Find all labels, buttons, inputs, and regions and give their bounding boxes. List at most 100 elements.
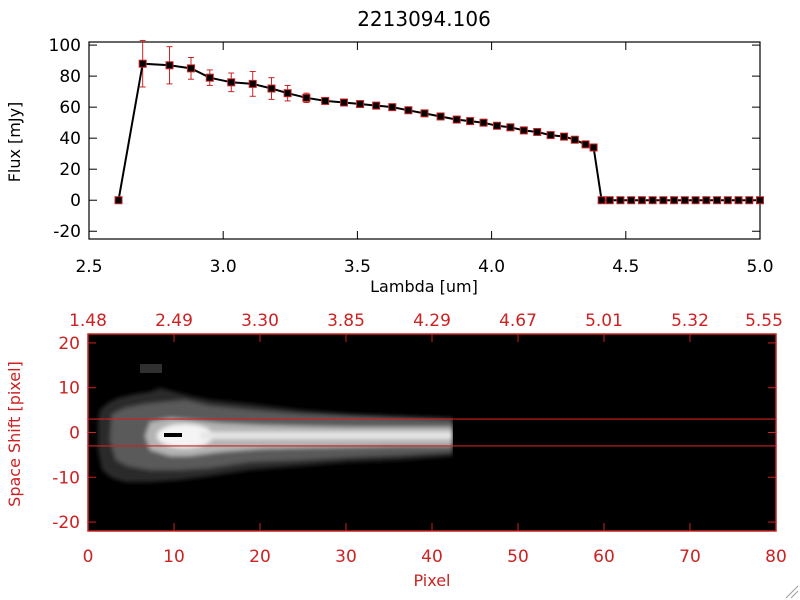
spectrum-y-tick-label: 20 — [59, 160, 81, 180]
heatmap-trace — [98, 364, 776, 520]
data-point — [691, 196, 700, 205]
data-point — [302, 93, 311, 102]
data-point — [479, 118, 488, 127]
data-point — [356, 100, 365, 109]
spectrum-y-tick-label: 80 — [59, 67, 81, 87]
data-point — [248, 79, 257, 88]
spectrum-y-tick-label: 60 — [59, 98, 81, 118]
data-point — [745, 196, 754, 205]
extraction-lines — [88, 418, 776, 447]
data-point — [680, 196, 689, 205]
data-point — [627, 196, 636, 205]
data-point — [452, 115, 461, 124]
data-point — [466, 117, 475, 126]
heatmap-plot: 0 10 20 30 40 50 60 70 80 1.48 2.49 3.30 3.85 4.29 4.… — [5, 311, 787, 590]
data-point — [436, 112, 445, 121]
heatmap-top-tick-label: 3.30 — [241, 311, 279, 331]
data-point — [165, 61, 174, 70]
data-point — [756, 196, 764, 205]
trace-spine — [200, 432, 453, 439]
spectrum-y-ticks: -20 0 20 40 60 80 100 — [49, 36, 760, 242]
data-point — [713, 196, 722, 205]
spectrum-x-ticks: 2.5 3.0 3.5 4.0 4.5 5.0 — [75, 42, 774, 277]
data-point — [492, 121, 501, 130]
spectrum-x-tick-label: 4.5 — [612, 257, 639, 277]
spectrum-x-tick-label: 2.5 — [75, 257, 102, 277]
data-point — [283, 89, 292, 98]
resize-grip-icon[interactable] — [785, 585, 799, 599]
spectrum-y-tick-label: 0 — [70, 191, 81, 211]
trace-peak — [157, 424, 213, 448]
heatmap-x-tick-label: 40 — [421, 547, 443, 567]
data-point — [702, 196, 711, 205]
data-point — [723, 196, 732, 205]
heatmap-top-tick-label: 5.55 — [745, 311, 783, 331]
trace-cut — [453, 380, 776, 520]
data-point — [659, 196, 668, 205]
spectrum-y-tick-label: -20 — [53, 222, 81, 242]
data-point — [597, 196, 606, 205]
data-point — [267, 84, 276, 93]
detached-blob — [140, 364, 162, 373]
data-point — [533, 127, 542, 136]
data-point — [648, 196, 657, 205]
spectrum-xlabel: Lambda [um] — [370, 277, 478, 296]
heatmap-xlabel: Pixel — [413, 571, 450, 590]
data-point — [506, 123, 515, 132]
heatmap-top-ticks: 1.48 2.49 3.30 3.85 4.29 4.67 5.01 5.32 5.55 — [69, 311, 783, 342]
spectrum-y-tick-label: 40 — [59, 129, 81, 149]
heatmap-top-tick-label: 5.32 — [671, 311, 709, 331]
chart-title: 2213094.106 — [357, 7, 491, 31]
data-point — [546, 131, 555, 140]
data-point — [637, 196, 646, 205]
heatmap-ylabel: Space Shift [pixel] — [5, 361, 24, 507]
heatmap-y-tick-label: -20 — [52, 513, 80, 533]
spectrum-x-tick-label: 3.0 — [210, 257, 237, 277]
heatmap-top-tick-label: 5.01 — [585, 311, 623, 331]
heatmap-top-tick-label: 2.49 — [155, 311, 193, 331]
spectrum-y-tick-label: 100 — [49, 36, 81, 56]
heatmap-x-tick-label: 60 — [593, 547, 615, 567]
heatmap-x-tick-label: 70 — [679, 547, 701, 567]
heatmap-x-tick-label: 10 — [163, 547, 185, 567]
heatmap-x-tick-label: 80 — [765, 547, 787, 567]
data-point — [388, 103, 397, 112]
data-point — [605, 196, 614, 205]
heatmap-x-tick-label: 20 — [249, 547, 271, 567]
heatmap-top-tick-label: 3.85 — [327, 311, 365, 331]
data-point — [570, 135, 579, 144]
data-point — [205, 73, 214, 82]
data-point — [321, 96, 330, 105]
spectrum-data — [114, 39, 764, 205]
heatmap-x-tick-label: 30 — [335, 547, 357, 567]
heatmap-top-tick-label: 4.29 — [413, 311, 451, 331]
data-point — [372, 101, 381, 110]
data-point — [734, 196, 743, 205]
data-point — [339, 98, 348, 107]
heatmap-y-tick-label: -10 — [52, 468, 80, 488]
data-point — [519, 126, 528, 135]
heatmap-x-tick-label: 50 — [507, 547, 529, 567]
heatmap-y-tick-label: 10 — [58, 379, 80, 399]
data-point — [560, 132, 569, 141]
spectrum-x-tick-label: 5.0 — [746, 257, 773, 277]
spectrum-x-tick-label: 4.0 — [478, 257, 505, 277]
spectrum-ylabel: Flux [mJy] — [5, 102, 24, 183]
spectrum-x-tick-label: 3.5 — [344, 257, 371, 277]
data-point — [227, 78, 236, 87]
data-point — [581, 140, 590, 149]
heatmap-top-tick-label: 1.48 — [69, 311, 107, 331]
heatmap-top-tick-label: 4.67 — [499, 311, 537, 331]
peak-marker — [164, 433, 182, 437]
data-point — [114, 196, 123, 205]
spectrum-plot: 2.5 3.0 3.5 4.0 4.5 5.0 -20 0 20 40 60 80 100 Lambd… — [5, 36, 774, 296]
data-point — [420, 109, 429, 118]
heatmap-y-tick-label: 0 — [69, 424, 80, 444]
data-point — [404, 106, 413, 115]
heatmap-y-tick-label: 20 — [58, 334, 80, 354]
heatmap-x-ticks: 0 10 20 30 40 50 60 70 80 — [83, 523, 787, 567]
data-point — [138, 59, 147, 68]
heatmap-x-tick-label: 0 — [83, 547, 94, 567]
spectrum-line — [117, 62, 760, 202]
